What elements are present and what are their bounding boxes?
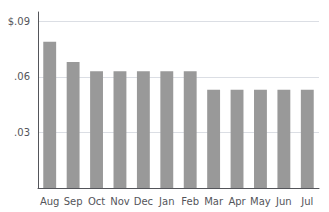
svg-text:Mar: Mar bbox=[204, 196, 224, 207]
svg-text:.06: .06 bbox=[14, 71, 30, 82]
svg-text:Apr: Apr bbox=[228, 196, 246, 207]
svg-text:Aug: Aug bbox=[40, 196, 60, 207]
svg-text:$.09: $.09 bbox=[8, 16, 30, 27]
svg-text:Sep: Sep bbox=[64, 196, 83, 207]
svg-text:Jun: Jun bbox=[275, 196, 292, 207]
svg-text:Jan: Jan bbox=[158, 196, 174, 207]
svg-text:Jul: Jul bbox=[300, 196, 313, 207]
svg-text:Feb: Feb bbox=[181, 196, 199, 207]
svg-text:Oct: Oct bbox=[88, 196, 105, 207]
svg-text:Dec: Dec bbox=[134, 196, 153, 207]
svg-text:.03: .03 bbox=[14, 127, 30, 138]
svg-text:Nov: Nov bbox=[110, 196, 130, 207]
svg-text:May: May bbox=[250, 196, 271, 207]
